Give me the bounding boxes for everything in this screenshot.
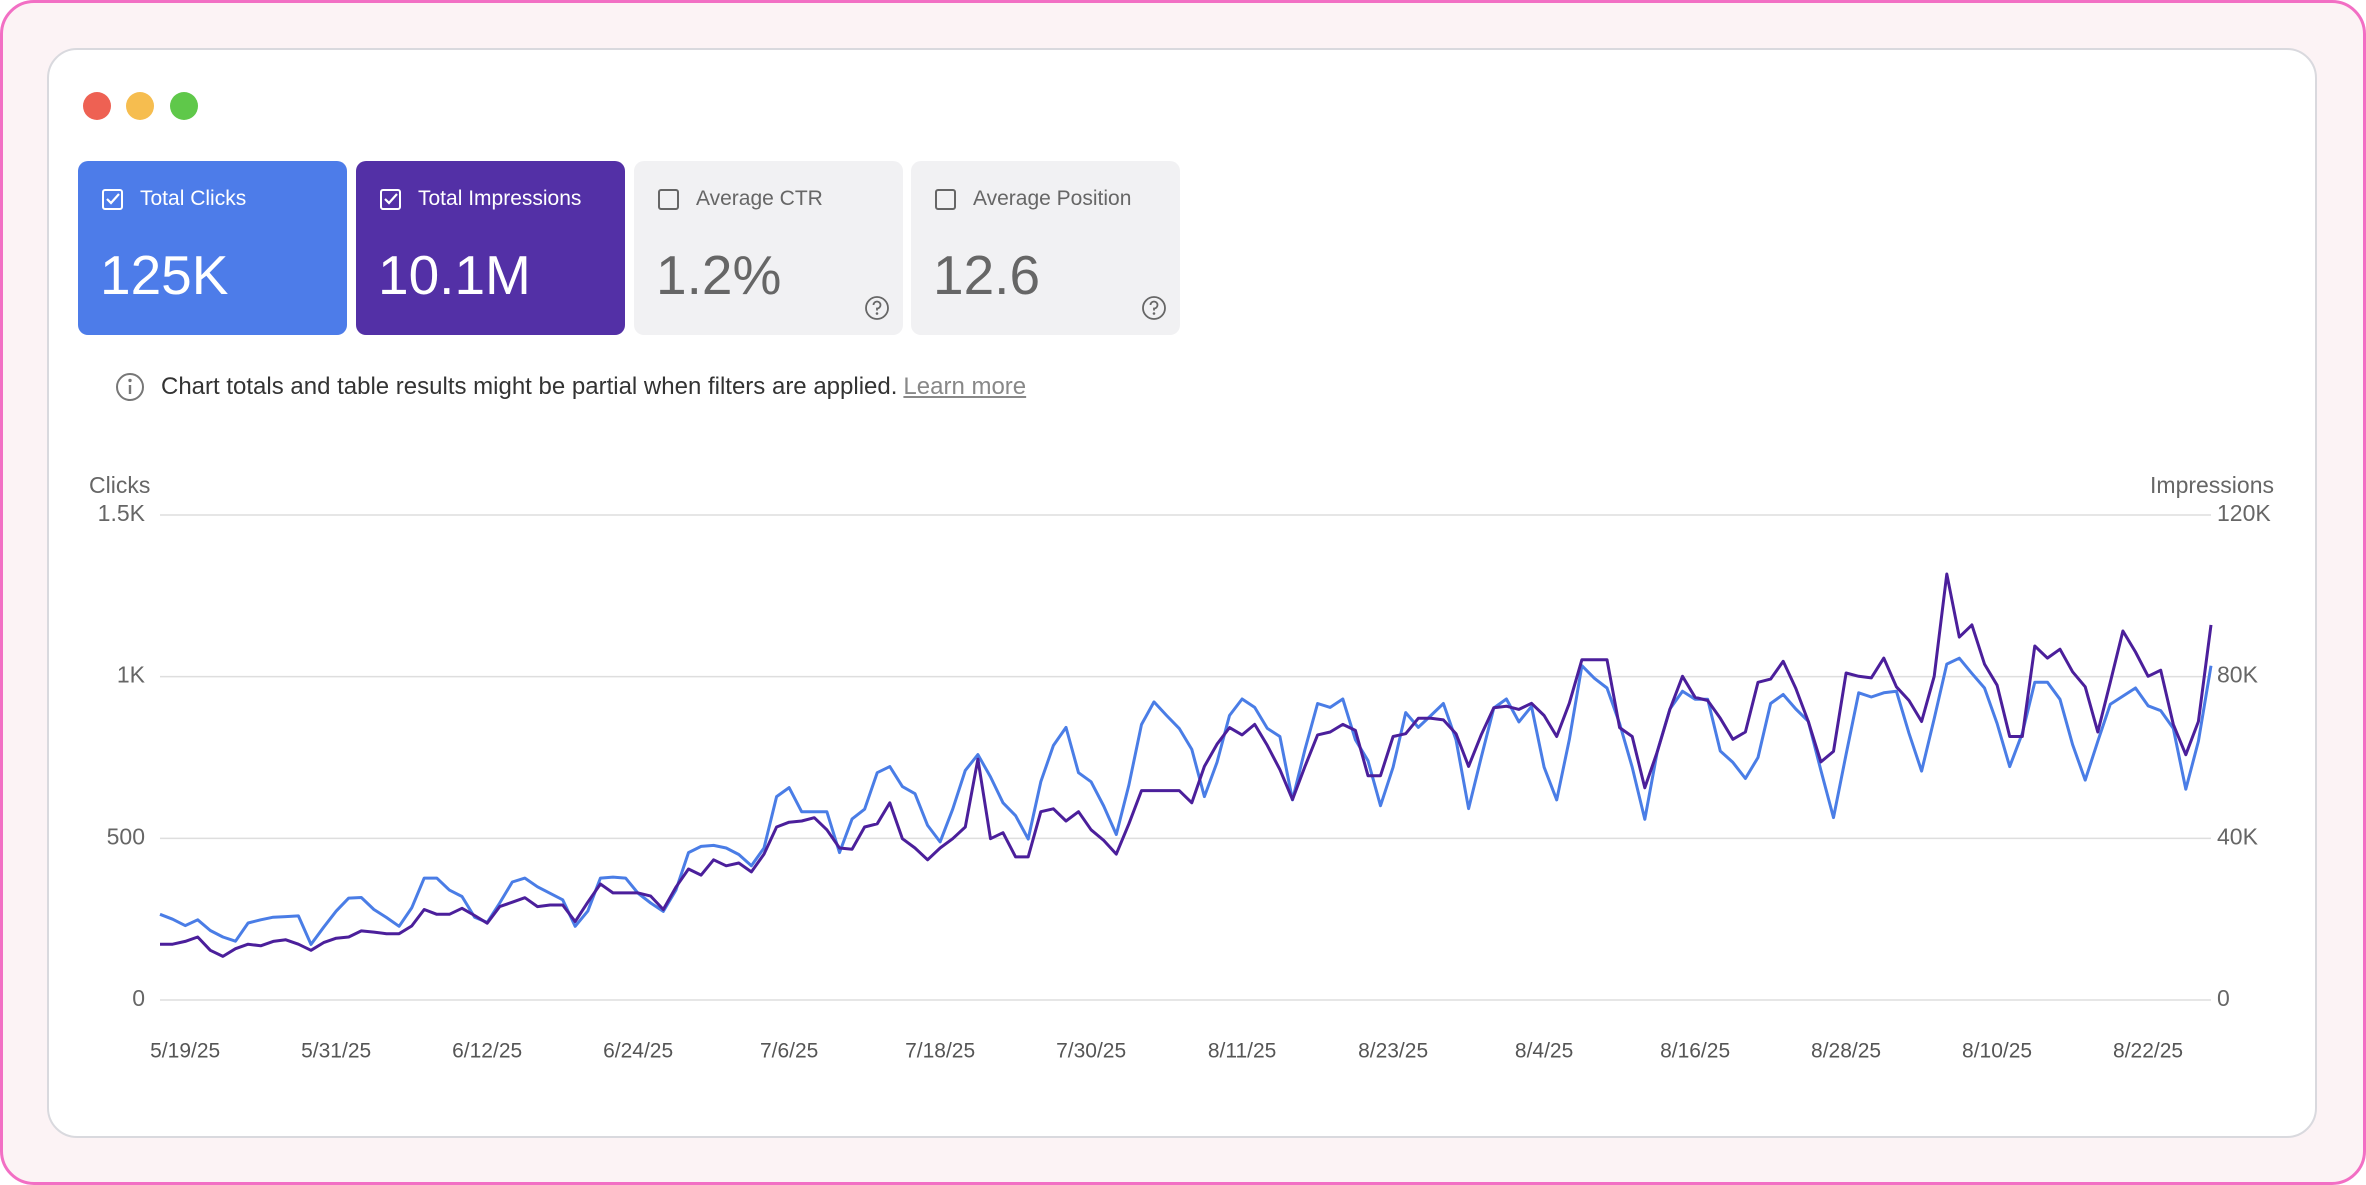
checkbox-box (935, 189, 956, 210)
help-circle (865, 296, 889, 320)
metric-card[interactable]: Total Impressions 10.1M (356, 161, 625, 335)
x-tick-label: 8/23/25 (1358, 1040, 1428, 1063)
x-tick-label: 8/11/25 (1208, 1040, 1277, 1063)
card-title: Total Impressions (418, 187, 582, 210)
checkbox[interactable] (100, 187, 126, 213)
notice-text: Chart totals and table results might be … (161, 373, 898, 400)
y2-tick-label: 40K (2217, 823, 2259, 849)
close-button[interactable] (83, 92, 111, 120)
checkbox-box (380, 189, 401, 210)
y-tick-label: 0 (132, 985, 145, 1011)
checkmark (106, 193, 120, 205)
maximize-button[interactable] (170, 92, 198, 120)
x-tick-label: 6/12/25 (452, 1040, 522, 1063)
y-tick-label: 1K (117, 662, 146, 688)
notice: Chart totals and table results might be … (161, 373, 1026, 401)
card-title: Average Position (973, 187, 1132, 210)
series-line (160, 572, 2213, 958)
series-line (159, 656, 2213, 946)
y-tick-label: 500 (107, 823, 145, 849)
checkbox-box (658, 189, 679, 210)
help-dot (1152, 312, 1156, 315)
y2-axis-title: Impressions (2150, 472, 2274, 498)
card-value: 1.2% (656, 244, 782, 306)
card-value: 10.1M (378, 244, 531, 306)
card-title: Total Clicks (140, 187, 247, 210)
card-title: Average CTR (696, 187, 823, 210)
x-tick-label: 8/10/25 (1962, 1040, 2032, 1063)
minimize-button[interactable] (126, 92, 154, 120)
checkbox[interactable] (933, 187, 959, 213)
y-axis-title: Clicks (89, 472, 150, 498)
metric-card[interactable]: Total Clicks 125K (78, 161, 347, 335)
x-tick-label: 7/18/25 (905, 1040, 975, 1063)
card-value: 125K (100, 244, 229, 306)
metric-card[interactable]: Average Position 12.6 (911, 161, 1180, 335)
y2-tick-label: 80K (2217, 662, 2259, 688)
help-circle (1142, 296, 1166, 320)
x-tick-label: 8/28/25 (1811, 1040, 1881, 1063)
checkbox[interactable] (378, 187, 404, 213)
help-mark (872, 300, 882, 311)
y2-tick-label: 0 (2217, 985, 2230, 1011)
x-tick-label: 8/16/25 (1660, 1040, 1730, 1063)
metric-card[interactable]: Average CTR 1.2% (634, 161, 903, 335)
x-tick-label: 5/19/25 (150, 1040, 220, 1063)
checkmark (384, 193, 398, 205)
x-tick-label: 6/24/25 (603, 1040, 673, 1063)
help-icon[interactable] (1139, 293, 1169, 323)
x-tick-label: 8/4/25 (1515, 1040, 1573, 1063)
checkbox[interactable] (656, 187, 682, 213)
y2-tick-label: 120K (2217, 500, 2271, 526)
card-value: 12.6 (933, 244, 1041, 306)
help-mark (1149, 300, 1159, 311)
help-icon[interactable] (862, 293, 892, 323)
help-dot (875, 312, 879, 315)
x-tick-label: 8/22/25 (2113, 1040, 2183, 1063)
learn-more-link[interactable]: Learn more (903, 373, 1027, 400)
checkbox-box (102, 189, 123, 210)
info-icon (116, 373, 144, 401)
x-tick-label: 7/30/25 (1056, 1040, 1126, 1063)
y-tick-label: 1.5K (98, 500, 146, 526)
x-tick-label: 5/31/25 (301, 1040, 371, 1063)
x-tick-label: 7/6/25 (760, 1040, 818, 1063)
